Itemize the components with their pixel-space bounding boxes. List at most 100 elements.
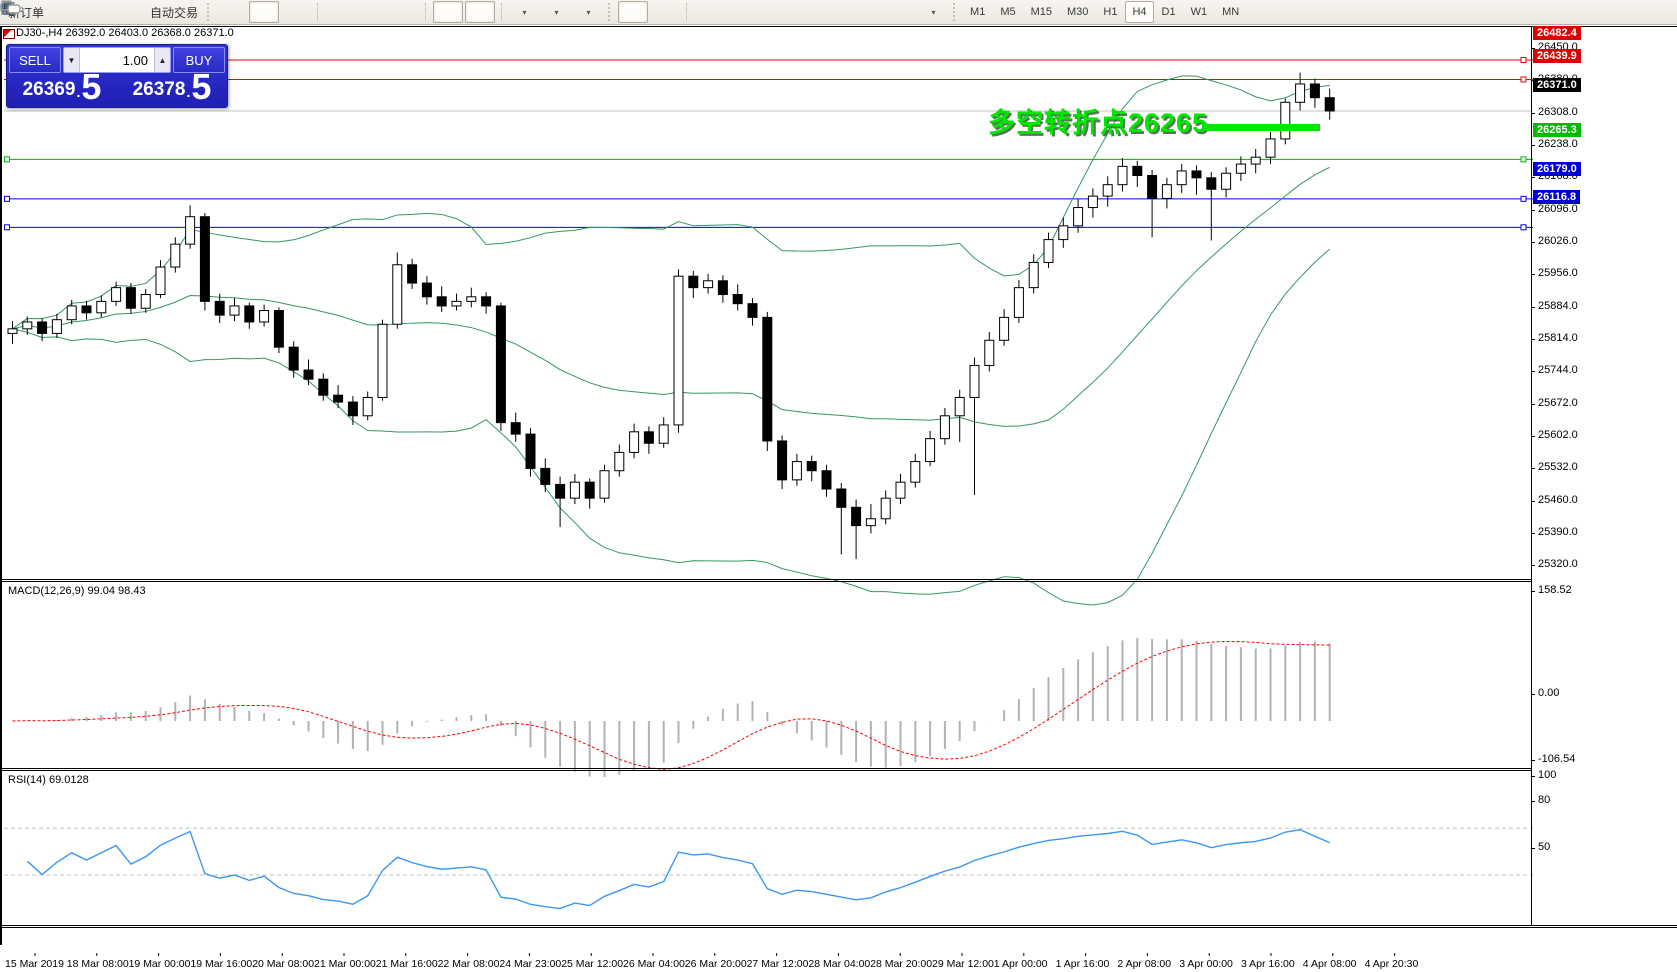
time-axis-label: 25 Mar 12:00 <box>561 958 623 970</box>
price-tick-mark <box>1531 501 1535 502</box>
rsi-tick-label: 100 <box>1538 769 1557 781</box>
volume-increase-button[interactable]: ▲ <box>154 48 170 72</box>
toolbar-separator <box>686 3 688 21</box>
candle-body <box>1191 170 1202 179</box>
periods-button[interactable]: ▾ <box>1 1 571 23</box>
buy-price[interactable]: 26378 . 5 <box>132 66 212 107</box>
cursor-button[interactable] <box>3 1 649 23</box>
candle-body <box>125 287 136 309</box>
chat-icon[interactable] <box>0 0 22 16</box>
price-tick-label: 25602.0 <box>1538 429 1578 441</box>
auto-scroll-button[interactable] <box>1 1 464 23</box>
annotation-text[interactable]: 多空转折点26265 <box>988 108 1209 138</box>
candle-body <box>851 506 862 527</box>
market-watch-button[interactable] <box>1 1 80 23</box>
time-axis-label: 21 Mar 16:00 <box>376 958 438 970</box>
timeframe-h4[interactable]: H4 <box>1125 1 1154 23</box>
text-button[interactable]: A <box>4 1 884 23</box>
chart-area: 15 Mar 2019 18 Mar 08:00 19 Mar 00:00 19 Ma… <box>0 26 1677 970</box>
bollinger-upper <box>12 75 1330 330</box>
timeframe-h1[interactable]: H1 <box>1103 6 1118 18</box>
trendline-button[interactable] <box>1 1 788 23</box>
time-axis-canvas[interactable]: 15 Mar 2019 18 Mar 08:00 19 Mar 00:00 19 Ma… <box>2 953 1677 972</box>
zoom-in-button[interactable] <box>2 1 355 23</box>
vertical-line-button[interactable] <box>7 1 724 23</box>
zoom-out-button[interactable] <box>2 1 387 23</box>
bollinger-middle <box>12 166 1330 427</box>
candle-body <box>1013 287 1024 318</box>
equidistant-channel-button[interactable]: E <box>0 1 820 23</box>
annotation-trendline[interactable] <box>1202 124 1320 131</box>
candle-body <box>688 275 699 289</box>
auto-trading-button[interactable]: 自动交易 <box>1 1 202 23</box>
timeframe-mn[interactable]: MN <box>1222 6 1240 18</box>
price-tick-label: 25320.0 <box>1538 558 1578 570</box>
arrows-caret: ▾ <box>931 7 936 17</box>
rsi-tick-mark <box>1531 776 1535 777</box>
macd-label: MACD(12,26,9) 99.04 98.43 <box>8 585 146 597</box>
toolbar-grip <box>953 3 958 21</box>
price-tick-label: 25672.0 <box>1538 397 1578 409</box>
candle-body <box>140 294 151 309</box>
buy-button[interactable]: BUY <box>173 47 225 73</box>
candle-body <box>895 481 906 499</box>
text-label-button[interactable]: T <box>1 1 916 23</box>
candle-body <box>910 461 921 483</box>
price-tick-mark <box>1531 145 1535 146</box>
pane-separator[interactable] <box>0 768 1531 771</box>
candlestick-chart-button[interactable] <box>2 1 280 23</box>
volume-input[interactable] <box>80 48 154 72</box>
timeframe-d1[interactable]: D1 <box>1161 6 1176 18</box>
rsi-tick-mark <box>1531 848 1535 849</box>
candle-body <box>259 310 270 323</box>
profile-button[interactable] <box>0 1 112 23</box>
candle-body <box>1221 172 1232 190</box>
sell-button[interactable]: SELL <box>9 47 61 73</box>
templates-button[interactable]: ▾ <box>1 1 603 23</box>
timeframe-m5[interactable]: M5 <box>1000 6 1016 18</box>
time-axis-label: 15 Mar 2019 <box>5 958 64 970</box>
horizontal-line-button[interactable] <box>2 1 756 23</box>
time-axis-label: 26 Mar 04:00 <box>623 958 685 970</box>
rsi-canvas[interactable] <box>4 797 1533 952</box>
timeframe-w1[interactable]: W1 <box>1190 6 1208 18</box>
timeframe-m1[interactable]: M1 <box>970 6 986 18</box>
time-axis-label: 4 Apr 08:00 <box>1303 958 1357 970</box>
indicators-button[interactable]: ▾ <box>1 0 539 23</box>
macd-canvas[interactable] <box>4 608 1533 795</box>
pane-separator[interactable] <box>0 579 1531 582</box>
toolbar-grip <box>207 3 212 21</box>
price-badge: 26116.8 <box>1533 190 1581 204</box>
time-axis-label: 19 Mar 16:00 <box>190 958 252 970</box>
price-tick-label: 25460.0 <box>1538 494 1578 506</box>
candle-body <box>880 497 891 520</box>
time-axis-label: 18 Mar 08:00 <box>67 958 129 970</box>
volume-stepper: ▼ ▲ <box>63 47 171 73</box>
fibonacci-button[interactable]: F <box>2 1 852 23</box>
signals-button[interactable] <box>0 1 144 23</box>
tile-windows-button[interactable] <box>2 1 419 23</box>
rsi-tick-label: 80 <box>1538 794 1551 806</box>
price-tick-mark <box>1531 242 1535 243</box>
candle-body <box>1265 138 1276 158</box>
arrows-button[interactable]: ▾ <box>4 1 948 23</box>
candle-body <box>732 294 743 305</box>
line-chart-button[interactable] <box>1 1 311 23</box>
candle-body <box>1132 165 1143 177</box>
candle-body <box>836 488 847 508</box>
price-tick-mark <box>1531 307 1535 308</box>
candle-body <box>569 481 580 499</box>
candle-body <box>22 321 33 330</box>
sell-price[interactable]: 26369 . 5 <box>22 66 102 107</box>
timeframe-m15[interactable]: M15 <box>1030 6 1052 18</box>
bar-chart-button[interactable] <box>1 1 247 23</box>
main-chart-canvas[interactable] <box>4 53 1533 606</box>
chart-shift-button[interactable] <box>1 1 496 23</box>
time-axis-label: 20 Mar 08:00 <box>252 958 314 970</box>
toolbar-grip <box>608 3 613 21</box>
crosshair-button[interactable] <box>1 1 680 23</box>
time-axis-label: 28 Mar 04:00 <box>808 958 870 970</box>
volume-decrease-button[interactable]: ▼ <box>64 48 80 72</box>
timeframe-m30[interactable]: M30 <box>1067 6 1089 18</box>
price-axis-line <box>1531 26 1532 926</box>
